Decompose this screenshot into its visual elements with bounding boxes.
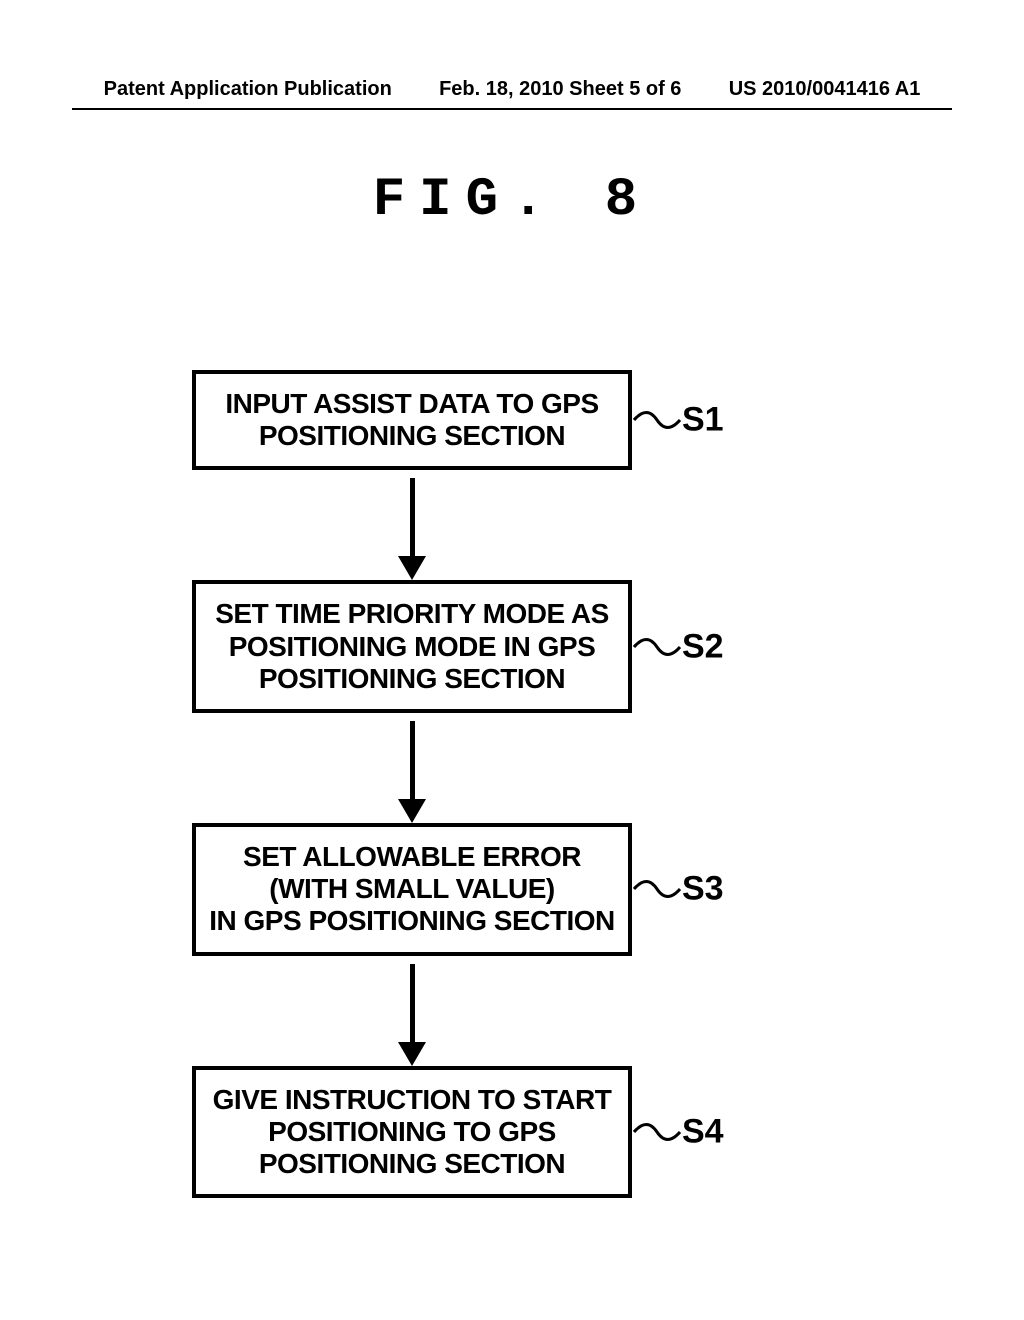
figure-title: FIG. 8 <box>0 170 1024 231</box>
step-text: SET ALLOWABLE ERROR <box>206 841 618 873</box>
step-box-s4: GIVE INSTRUCTION TO START POSITIONING TO… <box>192 1066 632 1199</box>
step-label: S2 <box>682 627 724 666</box>
step-label: S3 <box>682 870 724 909</box>
step-text: GIVE INSTRUCTION TO START <box>206 1084 618 1116</box>
flowchart-arrow <box>192 470 632 580</box>
flowchart-step: GIVE INSTRUCTION TO START POSITIONING TO… <box>192 1066 832 1199</box>
header-divider <box>72 108 952 110</box>
flowchart-arrow <box>192 713 632 823</box>
flowchart: INPUT ASSIST DATA TO GPS POSITIONING SEC… <box>192 370 832 1198</box>
step-label: S1 <box>682 401 724 440</box>
step-text: POSITIONING SECTION <box>206 420 618 452</box>
flowchart-step: INPUT ASSIST DATA TO GPS POSITIONING SEC… <box>192 370 832 470</box>
step-box-s3: SET ALLOWABLE ERROR (WITH SMALL VALUE) I… <box>192 823 632 956</box>
header-date-sheet: Feb. 18, 2010 Sheet 5 of 6 <box>439 78 681 101</box>
arrow-head-icon <box>398 1042 426 1066</box>
step-text: (WITH SMALL VALUE) <box>206 873 618 905</box>
flowchart-step: SET ALLOWABLE ERROR (WITH SMALL VALUE) I… <box>192 823 832 956</box>
flowchart-step: SET TIME PRIORITY MODE AS POSITIONING MO… <box>192 580 832 713</box>
flowchart-arrow <box>192 956 632 1066</box>
step-text: IN GPS POSITIONING SECTION <box>206 905 618 937</box>
step-label: S4 <box>682 1112 724 1151</box>
arrow-head-icon <box>398 556 426 580</box>
step-text: POSITIONING MODE IN GPS <box>206 631 618 663</box>
step-text: SET TIME PRIORITY MODE AS <box>206 598 618 630</box>
patent-header: Patent Application Publication Feb. 18, … <box>0 78 1024 101</box>
header-patent-number: US 2010/0041416 A1 <box>729 78 921 101</box>
arrow-head-icon <box>398 799 426 823</box>
step-box-s2: SET TIME PRIORITY MODE AS POSITIONING MO… <box>192 580 632 713</box>
header-publication: Patent Application Publication <box>104 78 392 101</box>
step-box-s1: INPUT ASSIST DATA TO GPS POSITIONING SEC… <box>192 370 632 470</box>
step-text: INPUT ASSIST DATA TO GPS <box>206 388 618 420</box>
step-text: POSITIONING SECTION <box>206 1148 618 1180</box>
step-text: POSITIONING SECTION <box>206 663 618 695</box>
step-text: POSITIONING TO GPS <box>206 1116 618 1148</box>
